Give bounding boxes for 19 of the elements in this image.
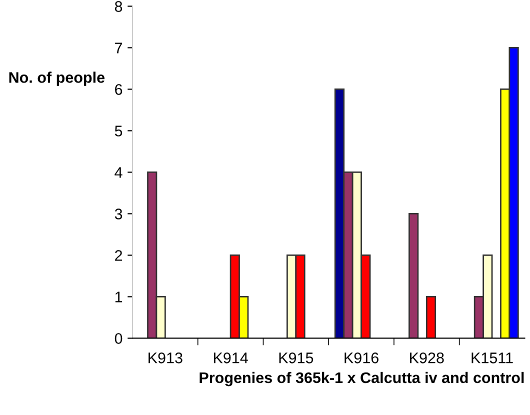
bar (408, 213, 419, 338)
x-axis-title: Progenies of 365k-1 x Calcutta iv and control (200, 372, 524, 386)
bar (426, 296, 436, 338)
x-tick-label: K913 (148, 352, 182, 364)
y-tick-label: 2 (115, 250, 122, 261)
y-tick-label: 3 (114, 208, 122, 220)
y-tick-label: 8 (114, 1, 122, 12)
y-tick-label: 7 (115, 42, 122, 54)
y-tick-label: 4 (114, 167, 122, 178)
y-tick-label: 0 (114, 333, 122, 344)
x-tick-label: K1511 (472, 352, 513, 364)
y-tick-label: 5 (114, 126, 122, 136)
x-tick-label: K928 (410, 352, 444, 364)
y-axis-title: No. of people (9, 72, 105, 86)
x-tick-label: K915 (279, 352, 314, 364)
x-tick-label: K916 (344, 352, 378, 364)
y-tick-label: 6 (115, 84, 122, 95)
y-tick-label: 1 (115, 292, 122, 302)
x-tick-label: K914 (214, 352, 248, 364)
